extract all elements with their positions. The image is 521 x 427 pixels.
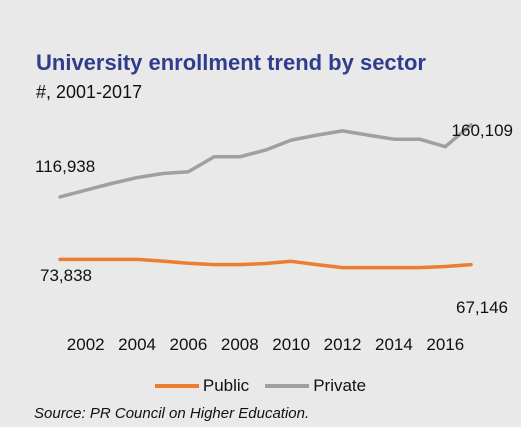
source-note: Source: PR Council on Higher Education.	[34, 405, 309, 422]
data-label-public-first: 73,838	[40, 266, 92, 285]
series-line-private	[60, 125, 471, 197]
x-tick-label: 2002	[67, 335, 105, 354]
series-line-public	[60, 259, 471, 267]
legend-item-private: Private	[265, 376, 366, 396]
legend-swatch-private	[265, 384, 309, 388]
x-tick-label: 2016	[426, 335, 464, 354]
data-label-private-last: 160,109	[452, 121, 513, 140]
x-tick-label: 2012	[324, 335, 362, 354]
data-label-public-last: 67,146	[456, 298, 508, 317]
x-tick-label: 2010	[272, 335, 310, 354]
legend-label-private: Private	[313, 376, 366, 396]
x-tick-label: 2006	[169, 335, 207, 354]
data-label-private-first: 116,938	[35, 157, 95, 176]
x-tick-label: 2008	[221, 335, 259, 354]
legend-label-public: Public	[203, 376, 249, 396]
x-tick-label: 2004	[118, 335, 156, 354]
x-tick-label: 2014	[375, 335, 413, 354]
legend-item-public: Public	[155, 376, 249, 396]
legend-swatch-public	[155, 384, 199, 388]
legend: Public Private	[0, 376, 521, 396]
